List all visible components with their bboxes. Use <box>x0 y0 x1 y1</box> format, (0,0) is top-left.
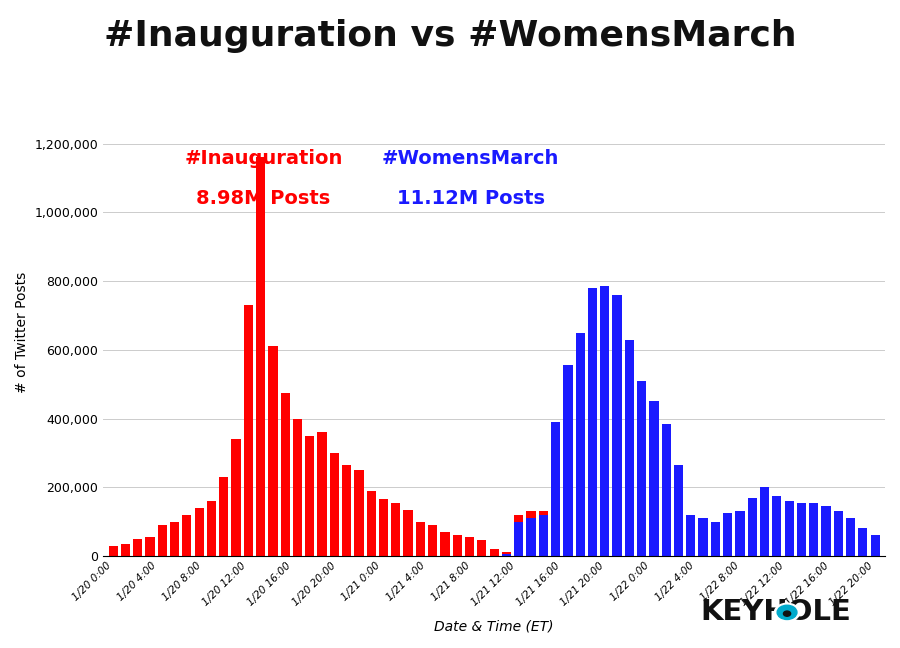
Bar <box>870 535 880 556</box>
Bar <box>477 540 487 556</box>
Bar <box>428 525 437 556</box>
Circle shape <box>783 611 790 616</box>
Bar <box>158 525 166 556</box>
Bar <box>833 511 843 556</box>
Bar <box>170 522 179 556</box>
Bar <box>649 401 659 556</box>
Bar <box>785 501 794 556</box>
Text: 8.98M Posts: 8.98M Posts <box>196 189 330 208</box>
Bar <box>526 518 536 556</box>
Bar <box>735 511 744 556</box>
Bar <box>796 503 806 556</box>
Bar <box>355 470 364 556</box>
X-axis label: Date & Time (ET): Date & Time (ET) <box>435 619 554 633</box>
Bar <box>329 453 339 556</box>
Bar <box>649 544 659 556</box>
Bar <box>514 515 523 556</box>
Bar <box>551 511 560 556</box>
Bar <box>588 288 597 556</box>
Bar <box>490 549 499 556</box>
Bar <box>772 496 781 556</box>
Bar <box>465 537 474 556</box>
Y-axis label: # of Twitter Posts: # of Twitter Posts <box>15 272 29 393</box>
Bar <box>698 518 707 556</box>
Text: KEYHOLE: KEYHOLE <box>700 598 851 627</box>
Bar <box>723 513 733 556</box>
Bar <box>612 295 622 556</box>
Bar <box>576 520 585 556</box>
Circle shape <box>774 603 799 621</box>
Bar <box>686 515 696 556</box>
Text: 11.12M Posts: 11.12M Posts <box>397 189 544 208</box>
Bar <box>563 509 572 556</box>
Bar <box>600 286 609 556</box>
Bar <box>194 508 203 556</box>
Text: #Inauguration: #Inauguration <box>184 149 343 168</box>
Bar <box>502 554 511 556</box>
Bar <box>637 381 646 556</box>
Bar <box>760 487 770 556</box>
Bar <box>662 424 670 556</box>
Bar <box>133 538 142 556</box>
Bar <box>711 522 720 556</box>
Bar <box>576 332 585 556</box>
Bar <box>256 157 266 556</box>
Bar <box>342 465 351 556</box>
Bar <box>244 305 253 556</box>
Bar <box>392 503 400 556</box>
Bar <box>366 491 376 556</box>
Bar <box>859 528 868 556</box>
Bar <box>183 515 192 556</box>
Circle shape <box>777 605 797 619</box>
Bar <box>403 509 413 556</box>
Bar <box>822 506 831 556</box>
Bar <box>588 528 597 556</box>
Bar <box>231 439 240 556</box>
Bar <box>526 511 536 556</box>
Bar <box>846 518 855 556</box>
Bar <box>551 422 560 556</box>
Bar <box>121 544 130 556</box>
Bar <box>539 515 548 556</box>
Bar <box>305 435 314 556</box>
Bar <box>318 432 327 556</box>
Bar <box>514 522 523 556</box>
Bar <box>674 465 683 556</box>
Bar <box>440 532 450 556</box>
Bar <box>379 499 388 556</box>
Bar <box>600 530 609 556</box>
Bar <box>109 546 118 556</box>
Bar <box>563 365 572 556</box>
Bar <box>748 498 757 556</box>
Bar <box>453 535 462 556</box>
Bar <box>207 501 216 556</box>
Bar <box>612 535 622 556</box>
Text: #Inauguration vs #WomensMarch: #Inauguration vs #WomensMarch <box>104 19 796 53</box>
Bar <box>625 340 634 556</box>
Bar <box>292 419 302 556</box>
Bar <box>281 393 290 556</box>
Bar <box>625 538 634 556</box>
Bar <box>219 477 229 556</box>
Bar <box>502 553 511 556</box>
Bar <box>809 503 818 556</box>
Text: #WomensMarch: #WomensMarch <box>382 149 560 168</box>
Bar <box>539 511 548 556</box>
Bar <box>637 542 646 556</box>
Bar <box>416 522 425 556</box>
Bar <box>146 537 155 556</box>
Bar <box>268 347 277 556</box>
